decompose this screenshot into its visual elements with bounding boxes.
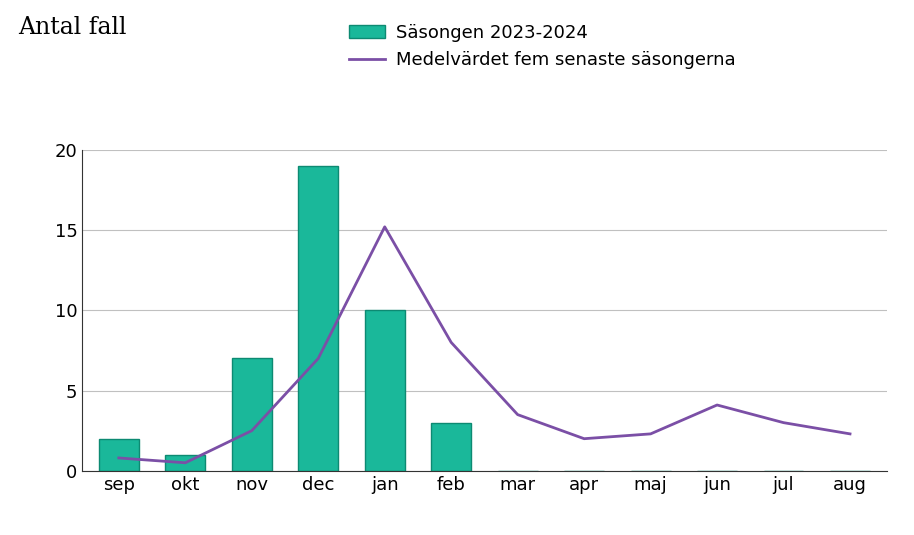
Bar [99, 439, 139, 471]
Text: Antal fall: Antal fall [18, 16, 127, 39]
Bar [232, 358, 271, 471]
Legend: Säsongen 2023-2024, Medelvärdet fem senaste säsongerna: Säsongen 2023-2024, Medelvärdet fem sena… [348, 24, 735, 69]
Bar [298, 166, 338, 471]
Bar [165, 455, 206, 471]
Bar [365, 310, 405, 471]
Bar [431, 423, 471, 471]
